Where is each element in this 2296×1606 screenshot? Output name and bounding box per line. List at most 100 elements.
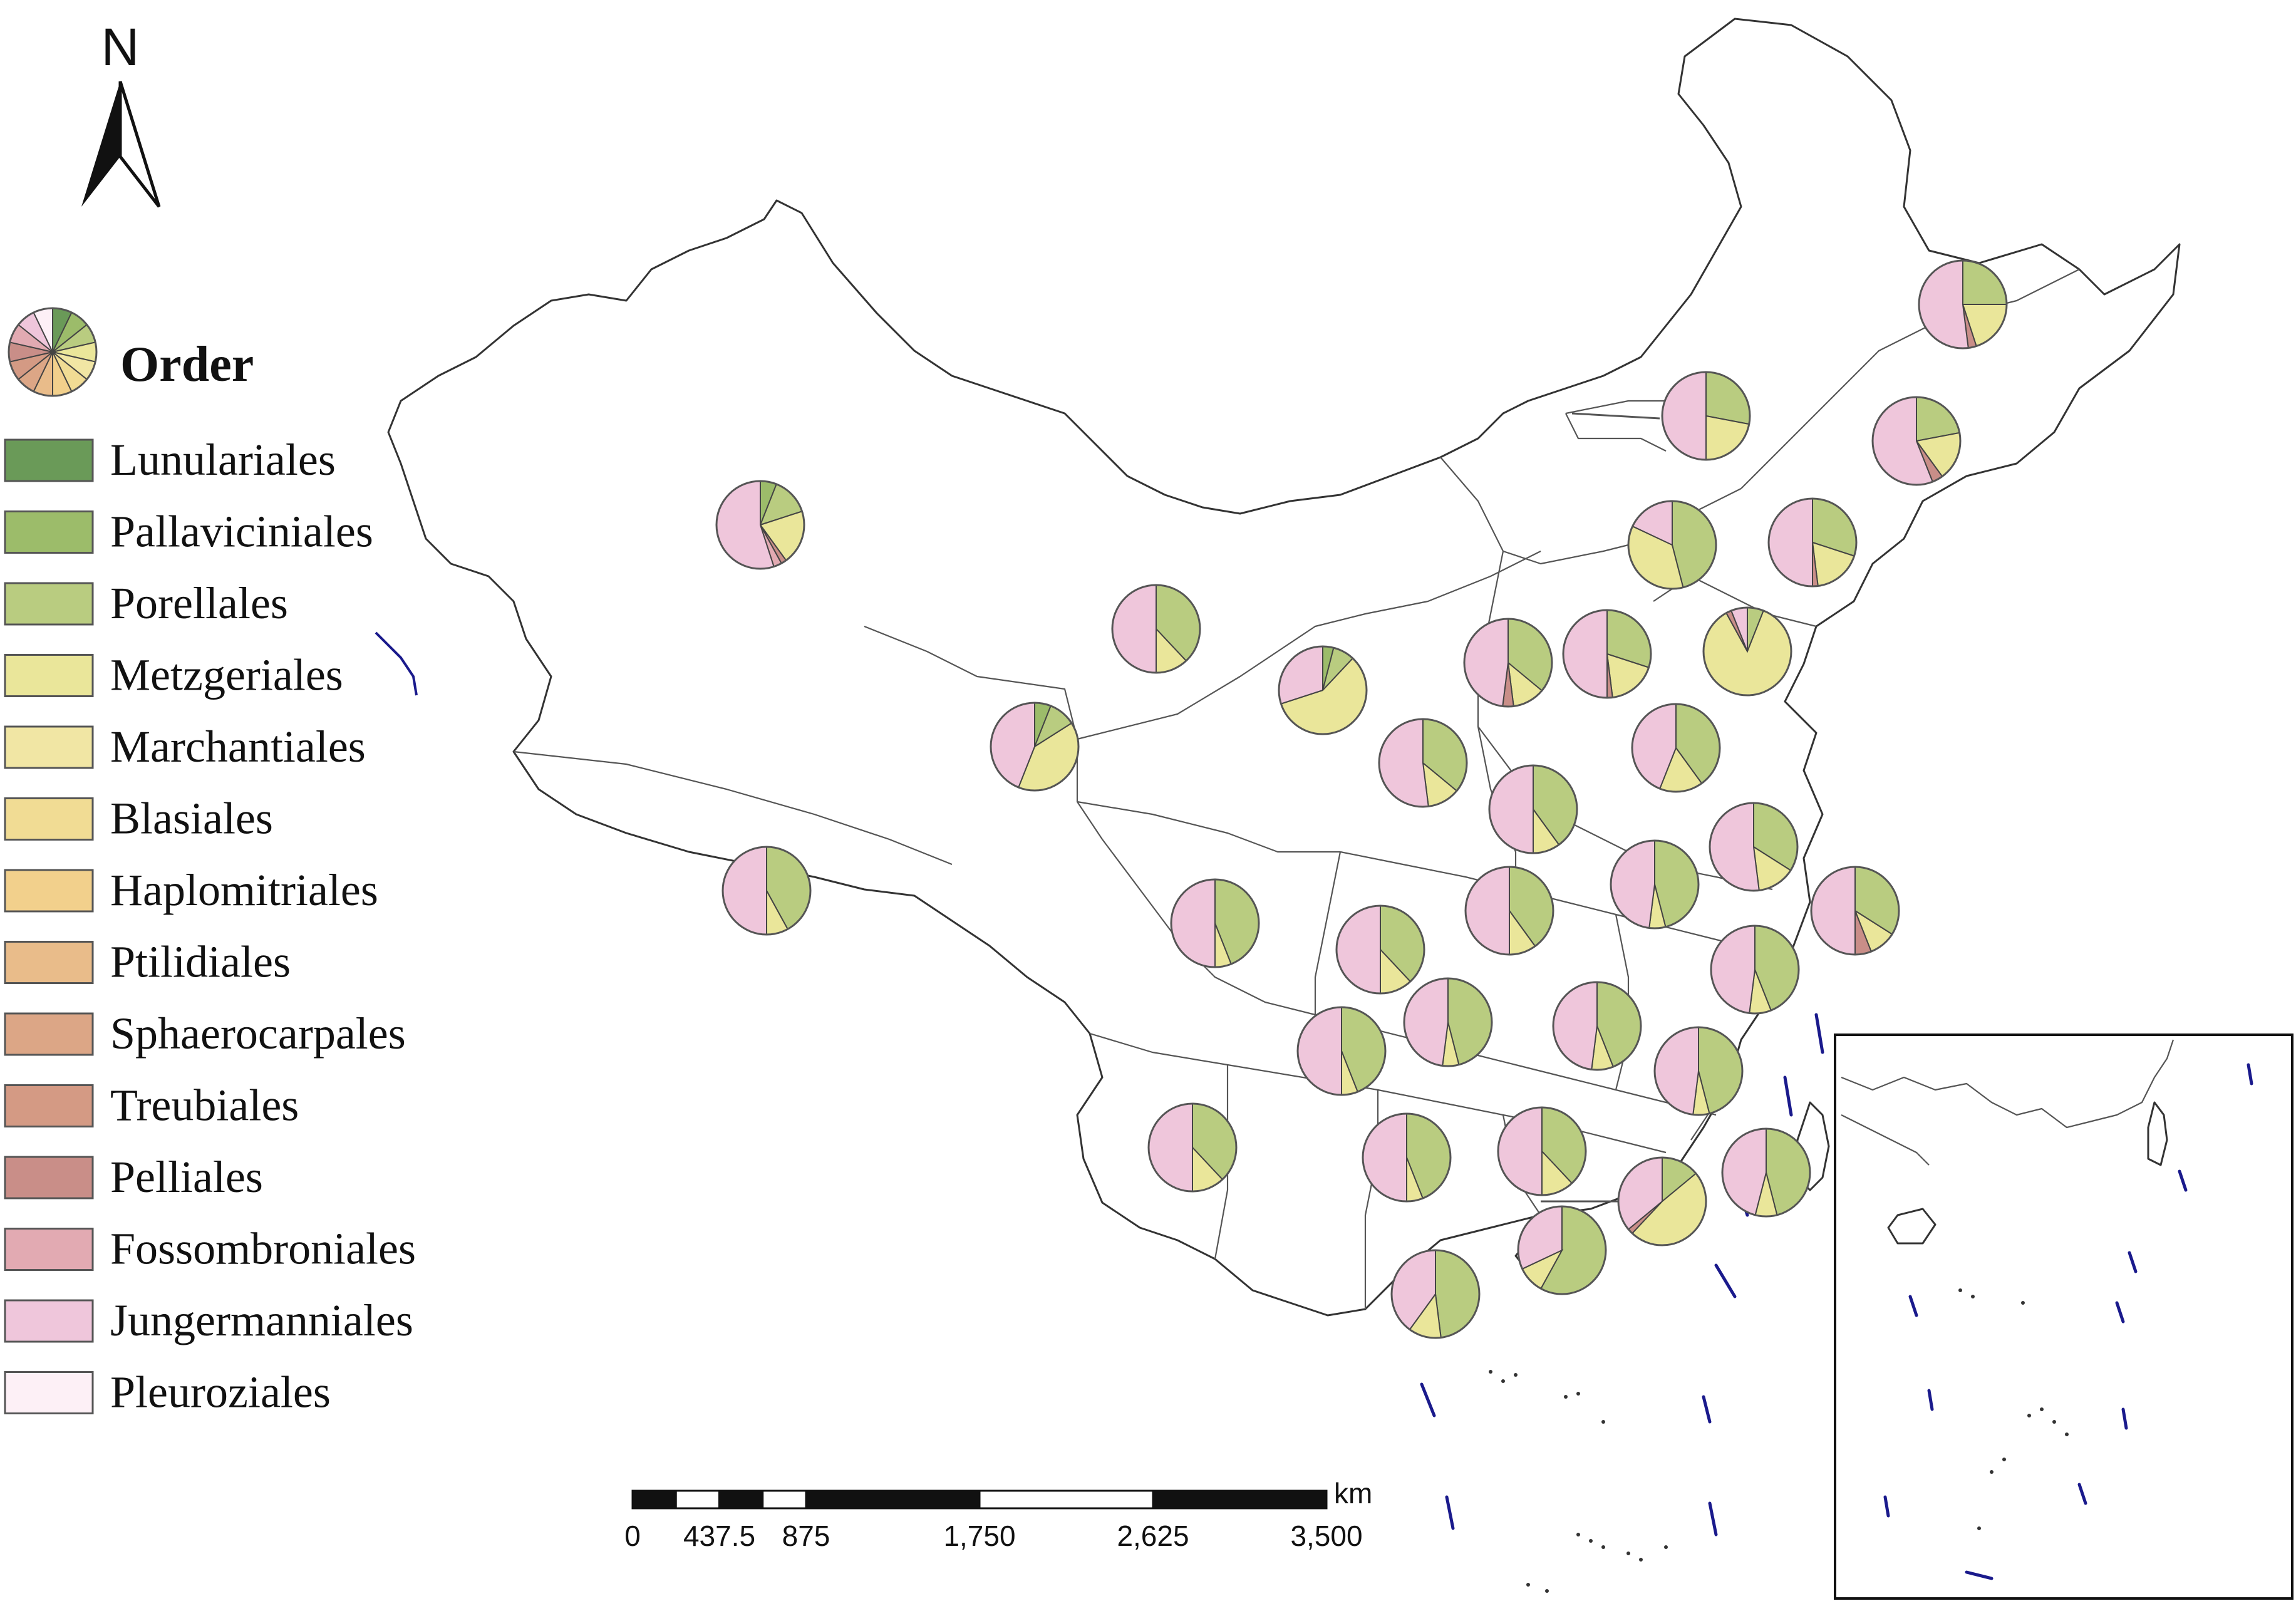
pie-guangdong bbox=[1497, 1106, 1587, 1196]
pie-outline bbox=[1497, 1106, 1587, 1196]
pie-heilongjiang bbox=[1918, 259, 2008, 350]
pie-xinjiang bbox=[715, 480, 805, 570]
pie-ningxia bbox=[1278, 645, 1368, 735]
pie-inner-mongolia bbox=[1661, 371, 1751, 461]
scale-segments bbox=[631, 1489, 1328, 1510]
pie-outline bbox=[1296, 1006, 1387, 1096]
legend-swatch-pallaviciniales bbox=[4, 510, 94, 554]
pie-charts bbox=[715, 259, 2008, 1339]
pie-outline bbox=[721, 846, 812, 936]
north-arrow: N bbox=[81, 18, 161, 208]
legend-swatch-pelliales bbox=[4, 1156, 94, 1199]
pie-yunnan bbox=[1147, 1102, 1238, 1193]
pie-slice-jungermanniales bbox=[1918, 259, 1969, 349]
pie-tianjin bbox=[1702, 606, 1792, 697]
legend-label-treubiales: Treubiales bbox=[110, 1080, 299, 1131]
scale-segment bbox=[1152, 1489, 1328, 1510]
scale-label: 875 bbox=[782, 1520, 830, 1552]
pie-liaoning bbox=[1767, 497, 1858, 588]
legend-label-sphaerocarpales: Sphaerocarpales bbox=[110, 1008, 406, 1059]
pie-macau bbox=[1517, 1205, 1607, 1295]
pie-zhejiang bbox=[1710, 925, 1800, 1015]
pie-slice-jungermanniales bbox=[1297, 1006, 1342, 1096]
legend-label-blasiales: Blasiales bbox=[110, 794, 273, 844]
scale-label: 1,750 bbox=[943, 1520, 1015, 1552]
pie-jiangxi bbox=[1552, 981, 1642, 1071]
scale-label: 437.5 bbox=[683, 1520, 755, 1552]
pie-shaanxi bbox=[1378, 718, 1468, 808]
pie-outline bbox=[1170, 878, 1260, 968]
pie-outline bbox=[1552, 981, 1642, 1071]
legend-swatch-porellales bbox=[4, 582, 94, 626]
pie-qinghai bbox=[990, 702, 1080, 792]
pie-hainan bbox=[1390, 1249, 1481, 1339]
pie-tibet bbox=[721, 846, 812, 936]
legend: Order Lunulariales Pallaviciniales Porella… bbox=[4, 307, 416, 1417]
pie-beijing bbox=[1627, 500, 1717, 590]
inset-taiwan bbox=[2147, 1101, 2168, 1166]
pie-sichuan bbox=[1170, 878, 1260, 968]
pie-outline bbox=[1278, 645, 1368, 735]
country-outline bbox=[387, 18, 2181, 1317]
legend-label-pleuroziales: Pleuroziales bbox=[110, 1367, 331, 1417]
nine-dash-line bbox=[1420, 1013, 1824, 1536]
pie-outline bbox=[1463, 618, 1553, 708]
pie-outline bbox=[990, 702, 1080, 792]
pie-outline bbox=[1627, 500, 1717, 590]
pie-fujian bbox=[1653, 1026, 1744, 1116]
pie-chongqing bbox=[1335, 904, 1425, 995]
pie-slice-jungermanniales bbox=[1336, 904, 1381, 995]
legend-swatch-treubiales bbox=[4, 1084, 94, 1127]
pie-jiangsu bbox=[1709, 802, 1799, 892]
legend-swatch-metzgeriales bbox=[4, 654, 94, 697]
pie-outline bbox=[1702, 606, 1792, 697]
legend-label-ptilidiales: Ptilidiales bbox=[110, 937, 291, 987]
pie-anhui bbox=[1610, 839, 1700, 930]
legend-swatch-fossombroniales bbox=[4, 1228, 94, 1271]
pie-shanghai bbox=[1810, 866, 1900, 956]
legend-label-marchantiales: Marchantiales bbox=[110, 722, 366, 772]
pie-outline bbox=[1111, 584, 1201, 674]
pie-slice-jungermanniales bbox=[1465, 866, 1510, 956]
legend-label-pelliales: Pelliales bbox=[110, 1152, 263, 1202]
legend-label-fossombroniales: Fossombroniales bbox=[110, 1224, 416, 1274]
inner-mongolia-line bbox=[1565, 400, 1678, 452]
pie-outline bbox=[1390, 1249, 1481, 1339]
legend-items: Lunulariales Pallaviciniales Porellales Met… bbox=[4, 435, 416, 1417]
legend-label-pallaviciniales: Pallaviciniales bbox=[110, 507, 373, 557]
scale-label: 2,625 bbox=[1117, 1520, 1189, 1552]
pie-outline bbox=[1562, 609, 1652, 699]
legend-label-haplomitriales: Haplomitriales bbox=[110, 865, 378, 915]
pie-gansu bbox=[1111, 584, 1201, 674]
pie-outline bbox=[1661, 371, 1751, 461]
scale-label: 0 bbox=[624, 1520, 641, 1552]
pie-outline bbox=[1517, 1205, 1607, 1295]
pie-outline bbox=[1610, 839, 1700, 930]
legend-label-porellales: Porellales bbox=[110, 578, 288, 628]
legend-pie bbox=[8, 307, 98, 397]
pie-outline bbox=[1710, 925, 1800, 1015]
pie-outline bbox=[1653, 1026, 1744, 1116]
legend-swatch-pleuroziales bbox=[4, 1371, 94, 1414]
scale-segment bbox=[675, 1489, 720, 1510]
pie-outline bbox=[1631, 703, 1721, 793]
legend-pie-icon bbox=[8, 307, 98, 397]
pie-outline bbox=[1403, 977, 1493, 1067]
legend-label-jungermanniales: Jungermanniales bbox=[110, 1295, 413, 1345]
pie-slice-jungermanniales bbox=[1489, 764, 1534, 854]
pie-shanxi bbox=[1562, 609, 1652, 699]
scale-segment bbox=[978, 1489, 1154, 1510]
pie-slice-jungermanniales bbox=[1662, 371, 1707, 461]
island-dots bbox=[1489, 1370, 1668, 1593]
pie-slice-jungermanniales bbox=[1403, 977, 1449, 1067]
inset-hainan bbox=[1887, 1208, 1937, 1245]
pie-hong-kong bbox=[1617, 1156, 1707, 1246]
pie-slice-porellales bbox=[1435, 1249, 1481, 1339]
pie-outline bbox=[1362, 1112, 1452, 1203]
pie-slice-jungermanniales bbox=[1362, 1112, 1407, 1203]
pie-slice-jungermanniales bbox=[1112, 584, 1157, 674]
pie-hunan bbox=[1403, 977, 1493, 1067]
pie-slice-porellales bbox=[1705, 371, 1750, 425]
pie-slice-jungermanniales bbox=[1811, 866, 1856, 956]
pie-outline bbox=[1147, 1102, 1238, 1193]
